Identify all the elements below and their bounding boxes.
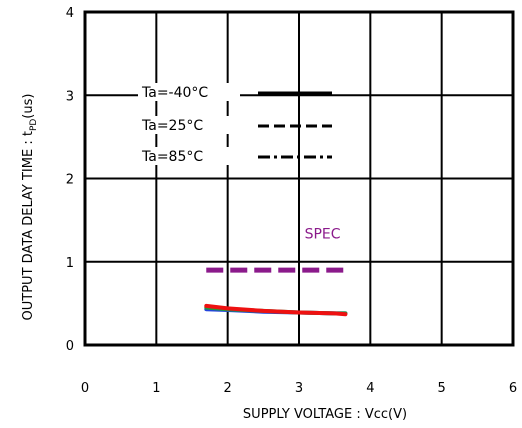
legend-label: Ta=-40°C: [141, 85, 208, 101]
y-axis-title: OUTPUT DATA DELAY TIME : tPD(us): [21, 94, 39, 321]
plot-frame: [83, 10, 515, 347]
x-tick-label: 3: [295, 381, 303, 396]
x-tick-label: 6: [509, 381, 517, 396]
y-tick-label: 0: [66, 339, 74, 354]
series-lines: [204, 303, 348, 317]
x-axis-title: SUPPLY VOLTAGE : Vcc(V): [243, 407, 407, 422]
y-tick-label: 2: [66, 173, 74, 188]
x-tick-label: 1: [152, 381, 160, 396]
x-tick-label: 2: [224, 381, 232, 396]
y-tick-label: 3: [66, 89, 74, 104]
tick-labels: 0 1 2 3 4 5 6 0 1 2 3 4: [66, 6, 517, 396]
x-tick-label: 4: [366, 381, 374, 396]
series-line-2: [204, 303, 348, 317]
legend-label: Ta=25°C: [141, 118, 203, 134]
legend-label-bg: [138, 147, 240, 165]
x-tick-label: 5: [438, 381, 446, 396]
legend-label: Ta=85°C: [141, 149, 203, 165]
legend-label-bg: [138, 116, 240, 134]
spec-line-group: SPEC: [206, 226, 346, 273]
x-tick-label: 0: [81, 381, 89, 396]
y-axis-title-main: OUTPUT DATA DELAY TIME : t: [21, 131, 36, 320]
y-tick-label: 1: [66, 256, 74, 271]
y-axis-title-subscript: PD: [29, 119, 39, 131]
spec-label: SPEC: [305, 226, 341, 242]
y-tick-label: 4: [66, 6, 74, 21]
legend: Ta=-40°C Ta=25°C Ta=85°C: [138, 83, 332, 165]
legend-label-bg: [138, 83, 240, 101]
grid: [85, 12, 513, 345]
y-axis-title-unit: (us): [21, 94, 36, 119]
